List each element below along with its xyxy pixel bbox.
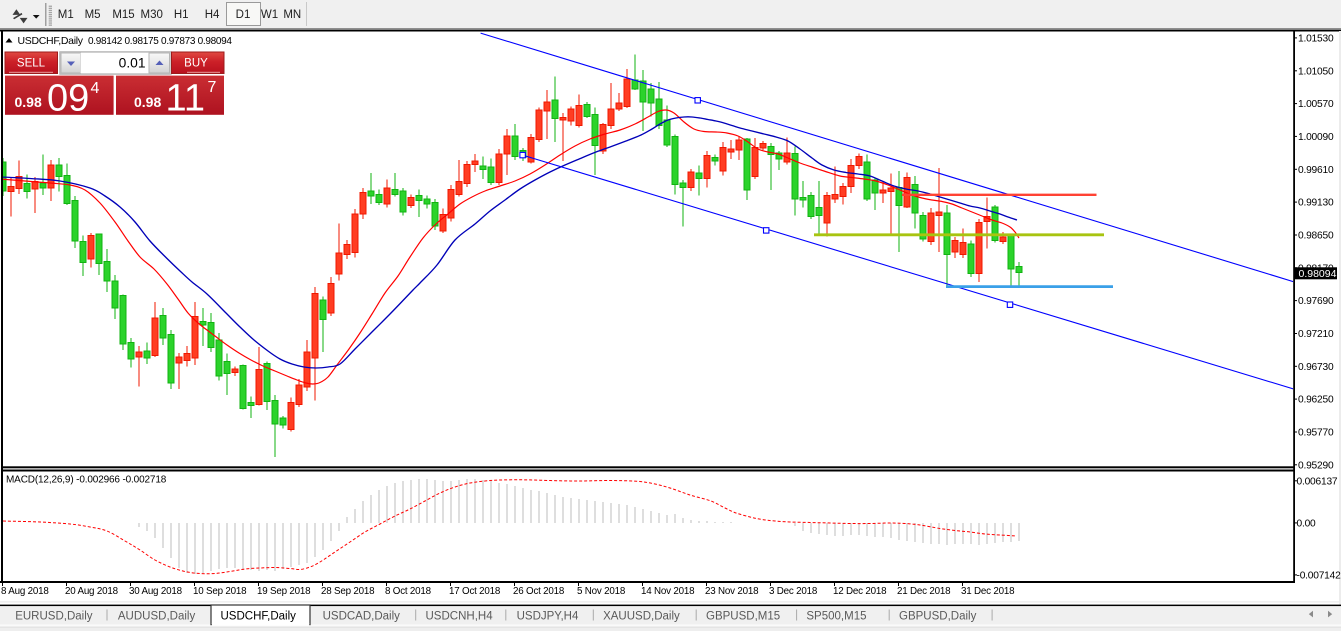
svg-text:8 Oct 2018: 8 Oct 2018: [385, 586, 432, 597]
svg-text:0.98094: 0.98094: [1299, 268, 1337, 280]
svg-text:USDCNH,H4: USDCNH,H4: [426, 611, 494, 623]
svg-text:19 Sep 2018: 19 Sep 2018: [257, 586, 311, 597]
svg-text:0.01: 0.01: [119, 56, 146, 71]
svg-text:SELL: SELL: [17, 58, 46, 70]
svg-text:0.99610: 0.99610: [1298, 165, 1334, 176]
svg-text:0.98: 0.98: [15, 94, 42, 110]
svg-text:0.95290: 0.95290: [1298, 460, 1334, 471]
svg-text:D1: D1: [236, 9, 251, 21]
svg-text:USDCAD,Daily: USDCAD,Daily: [323, 611, 401, 623]
svg-text:0.97690: 0.97690: [1298, 296, 1334, 307]
svg-text:H4: H4: [205, 9, 220, 21]
svg-text:11: 11: [166, 78, 205, 120]
svg-text:7: 7: [208, 79, 217, 96]
svg-text:MN: MN: [283, 9, 301, 21]
svg-text:M15: M15: [112, 9, 134, 21]
svg-text:1.01530: 1.01530: [1298, 34, 1334, 45]
svg-text:12 Dec 2018: 12 Dec 2018: [833, 586, 887, 597]
svg-text:09: 09: [47, 78, 89, 120]
svg-text:USDJPY,H4: USDJPY,H4: [517, 611, 579, 623]
svg-text:0.98142 0.98175 0.97873 0.9809: 0.98142 0.98175 0.97873 0.98094: [88, 36, 232, 47]
svg-text:0.98: 0.98: [134, 94, 161, 110]
svg-text:4: 4: [91, 80, 100, 97]
svg-text:28 Sep 2018: 28 Sep 2018: [321, 586, 375, 597]
svg-text:M1: M1: [58, 9, 74, 21]
svg-text:26 Oct 2018: 26 Oct 2018: [513, 586, 565, 597]
svg-text:GBPUSD,Daily: GBPUSD,Daily: [899, 611, 977, 623]
svg-text:MACD(12,26,9) -0.002966 -0.002: MACD(12,26,9) -0.002966 -0.002718: [6, 475, 167, 486]
svg-text:M5: M5: [85, 9, 101, 21]
svg-text:31 Dec 2018: 31 Dec 2018: [961, 586, 1015, 597]
svg-text:1.00090: 1.00090: [1298, 132, 1334, 143]
svg-text:M30: M30: [141, 9, 163, 21]
svg-text:10 Sep 2018: 10 Sep 2018: [193, 586, 247, 597]
svg-text:SP500,M15: SP500,M15: [806, 611, 866, 623]
svg-text:30 Aug 2018: 30 Aug 2018: [129, 586, 183, 597]
svg-text:XAUUSD,Daily: XAUUSD,Daily: [603, 611, 680, 623]
svg-text:GBPUSD,M15: GBPUSD,M15: [706, 611, 780, 623]
svg-text:0.00: 0.00: [1297, 519, 1317, 530]
svg-text:14 Nov 2018: 14 Nov 2018: [641, 586, 695, 597]
svg-text:0.98650: 0.98650: [1298, 231, 1334, 242]
svg-text:1.00570: 1.00570: [1298, 99, 1334, 110]
svg-text:0.006137: 0.006137: [1297, 476, 1338, 487]
svg-text:EURUSD,Daily: EURUSD,Daily: [15, 611, 93, 623]
svg-text:0.99130: 0.99130: [1298, 198, 1334, 209]
svg-text:W1: W1: [261, 9, 278, 21]
svg-text:H1: H1: [174, 9, 189, 21]
svg-text:USDCHF,Daily: USDCHF,Daily: [221, 611, 297, 623]
svg-text:AUDUSD,Daily: AUDUSD,Daily: [118, 611, 196, 623]
svg-text:0.97210: 0.97210: [1298, 329, 1334, 340]
svg-text:3 Dec 2018: 3 Dec 2018: [769, 586, 818, 597]
svg-text:0.96730: 0.96730: [1298, 362, 1334, 373]
svg-text:BUY: BUY: [184, 58, 208, 70]
svg-text:-0.007142: -0.007142: [1297, 571, 1341, 582]
svg-text:8 Aug 2018: 8 Aug 2018: [1, 586, 49, 597]
svg-text:23 Nov 2018: 23 Nov 2018: [705, 586, 759, 597]
svg-text:0.95770: 0.95770: [1298, 428, 1334, 439]
svg-text:20 Aug 2018: 20 Aug 2018: [65, 586, 119, 597]
svg-text:1.01050: 1.01050: [1298, 66, 1334, 77]
svg-text:21 Dec 2018: 21 Dec 2018: [897, 586, 951, 597]
svg-text:USDCHF,Daily: USDCHF,Daily: [18, 35, 84, 47]
svg-text:17 Oct 2018: 17 Oct 2018: [449, 586, 501, 597]
svg-text:0.96250: 0.96250: [1298, 395, 1334, 406]
svg-text:5 Nov 2018: 5 Nov 2018: [577, 586, 626, 597]
